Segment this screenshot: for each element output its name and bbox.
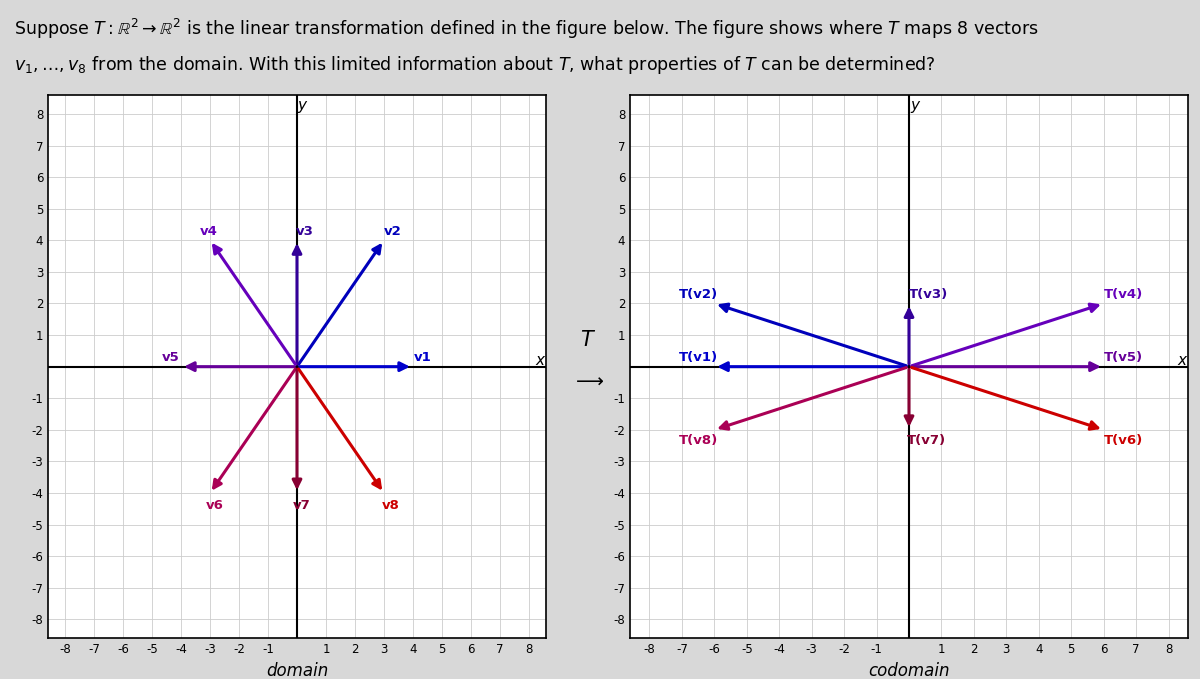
Text: v4: v4 <box>199 225 217 238</box>
Text: T(v1): T(v1) <box>678 351 718 365</box>
Text: v5: v5 <box>162 351 180 365</box>
Text: y: y <box>911 98 919 113</box>
Text: T(v4): T(v4) <box>1104 288 1142 301</box>
Text: x: x <box>1177 354 1187 369</box>
Text: T(v6): T(v6) <box>1104 435 1142 447</box>
X-axis label: codomain: codomain <box>869 661 949 679</box>
Text: $T$: $T$ <box>580 329 596 350</box>
Text: T(v3): T(v3) <box>908 288 948 301</box>
Text: T(v8): T(v8) <box>678 435 718 447</box>
Text: y: y <box>298 98 307 113</box>
Text: v8: v8 <box>382 499 400 512</box>
Text: v1: v1 <box>414 351 432 365</box>
Text: T(v2): T(v2) <box>678 288 718 301</box>
Text: v2: v2 <box>384 225 402 238</box>
Text: x: x <box>535 354 545 369</box>
Text: $\longrightarrow$: $\longrightarrow$ <box>571 371 605 390</box>
Text: T(v7): T(v7) <box>907 435 947 447</box>
X-axis label: domain: domain <box>266 661 328 679</box>
Text: v7: v7 <box>293 499 311 512</box>
Text: Suppose $T : \mathbb{R}^2 \rightarrow \mathbb{R}^2$ is the linear transformation: Suppose $T : \mathbb{R}^2 \rightarrow \m… <box>14 17 1039 41</box>
Text: $v_1, \ldots, v_8$ from the domain. With this limited information about $T$, wha: $v_1, \ldots, v_8$ from the domain. With… <box>14 54 936 76</box>
Text: v6: v6 <box>205 499 223 512</box>
Text: T(v5): T(v5) <box>1104 351 1142 365</box>
Text: v3: v3 <box>296 225 314 238</box>
